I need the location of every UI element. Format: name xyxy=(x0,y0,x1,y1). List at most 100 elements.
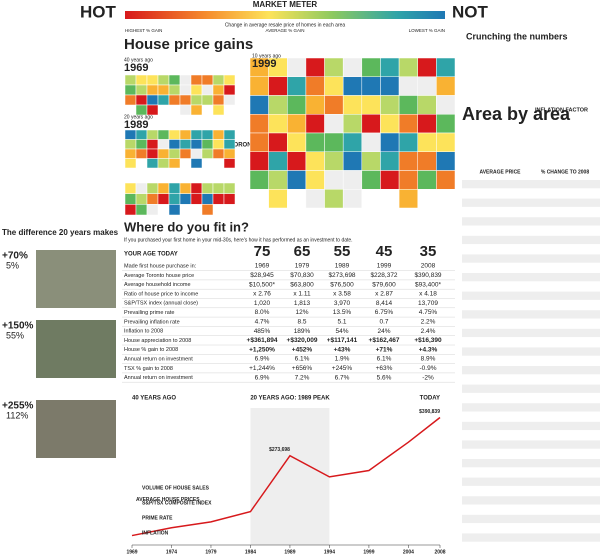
value-label: $390,839 xyxy=(419,409,440,415)
map-area xyxy=(417,114,437,134)
fit-cell: +$320,009 xyxy=(287,337,318,344)
table-row xyxy=(462,393,600,403)
fit-cell: $63,800 xyxy=(290,281,314,288)
fit-cell: +63% xyxy=(376,365,393,372)
map-area xyxy=(342,189,363,209)
fit-cell: $79,600 xyxy=(372,281,396,288)
map-area xyxy=(268,151,288,171)
annotation: S&P/TSX COMPOSITE INDEX xyxy=(142,500,212,506)
map-area xyxy=(168,139,181,150)
x-tick-label: 2004 xyxy=(403,549,414,555)
map-area xyxy=(146,94,159,106)
map-area xyxy=(124,94,137,106)
adjusted: 5% xyxy=(6,260,19,270)
map-area xyxy=(212,104,225,116)
fit-cell: $76,500 xyxy=(330,281,354,288)
map-area xyxy=(190,148,203,159)
fit-cell: 1969 xyxy=(255,263,270,270)
fit-cell: 4.7% xyxy=(255,319,270,326)
map-area xyxy=(361,114,381,134)
map-area xyxy=(146,74,159,86)
fit-cell: x 2.76 xyxy=(253,291,271,298)
fit-cell: 2008 xyxy=(421,263,436,270)
map-area xyxy=(342,95,363,115)
map-area xyxy=(268,95,288,115)
annotation: VOLUME OF HOUSE SALES xyxy=(142,485,210,491)
map-area xyxy=(124,148,137,159)
map-area xyxy=(212,74,225,86)
fit-cell: 13,709 xyxy=(418,300,438,307)
fit-cell: 2.4% xyxy=(421,328,436,335)
fit-cell: 6.9% xyxy=(255,374,270,381)
fit-cell: +656% xyxy=(292,365,313,372)
map-area xyxy=(287,170,307,190)
fit-row-label: Average household income xyxy=(124,282,191,288)
map-area xyxy=(249,170,269,190)
fit-cell: -0.9% xyxy=(420,365,437,372)
table-row xyxy=(462,328,600,338)
fit-cell: 6.75% xyxy=(375,309,394,316)
map-area xyxy=(135,204,148,216)
chart-label: 20 YEARS AGO: 1989 PEAK xyxy=(250,396,330,402)
fit-row-label: Ratio of house price to income xyxy=(124,291,198,297)
map-title: House price gains xyxy=(124,36,253,53)
map-area xyxy=(436,170,456,190)
map-area xyxy=(436,95,456,115)
fit-row-label: Average Toronto house price xyxy=(124,273,194,279)
map-area xyxy=(201,84,214,96)
map-area xyxy=(168,204,181,216)
table-row xyxy=(462,273,600,282)
map-area xyxy=(361,95,381,115)
fit-cell: +$16,390 xyxy=(414,337,442,344)
x-tick-label: 1969 xyxy=(126,549,137,555)
map-area xyxy=(157,158,170,169)
table-row xyxy=(462,198,600,207)
series-name: AVERAGE HOUSE PRICES xyxy=(136,497,200,503)
diff-title: The difference 20 years makes xyxy=(2,228,119,237)
table-row xyxy=(462,459,600,468)
map-area xyxy=(157,193,170,205)
map-area xyxy=(324,95,344,115)
fit-cell: x 3.58 xyxy=(333,291,351,298)
map-area xyxy=(380,95,400,115)
not: NOT xyxy=(452,2,489,21)
map-area xyxy=(157,182,170,194)
map-area xyxy=(212,129,225,140)
map-area xyxy=(324,151,344,171)
fit-cell: x 2.87 xyxy=(375,291,393,298)
map-area xyxy=(135,74,148,86)
map-area xyxy=(324,114,344,134)
x-tick-label: 1979 xyxy=(205,549,216,555)
table-row xyxy=(462,496,600,505)
fit-cell: 1989 xyxy=(335,263,350,270)
map-area xyxy=(124,84,137,96)
fit-cell: 1999 xyxy=(377,263,392,270)
table-row xyxy=(462,486,600,496)
map-area xyxy=(436,57,456,77)
fit-cell: 7.2% xyxy=(295,374,310,381)
table-row xyxy=(462,356,600,365)
map-area xyxy=(223,129,236,140)
map-area xyxy=(287,151,307,171)
map-area xyxy=(305,57,325,77)
fit-cell: $390,839 xyxy=(414,272,441,279)
map-area xyxy=(124,74,137,86)
map-area xyxy=(179,148,192,159)
map-area xyxy=(146,158,159,169)
map-area xyxy=(168,94,181,106)
map-area xyxy=(168,84,181,96)
x-tick-label: 1994 xyxy=(324,549,335,555)
map-area xyxy=(168,129,181,140)
area-title: Area by area xyxy=(462,104,571,124)
map-area xyxy=(168,182,181,194)
map-area xyxy=(380,76,400,96)
map-area xyxy=(135,94,148,106)
chart-label: TODAY xyxy=(420,396,440,402)
table-row xyxy=(462,180,600,189)
map-area xyxy=(223,182,236,194)
map-area xyxy=(417,151,437,171)
map-area xyxy=(342,76,363,96)
map-area xyxy=(268,132,288,152)
annotation: PRIME RATE xyxy=(142,515,173,521)
map-area xyxy=(361,132,381,152)
